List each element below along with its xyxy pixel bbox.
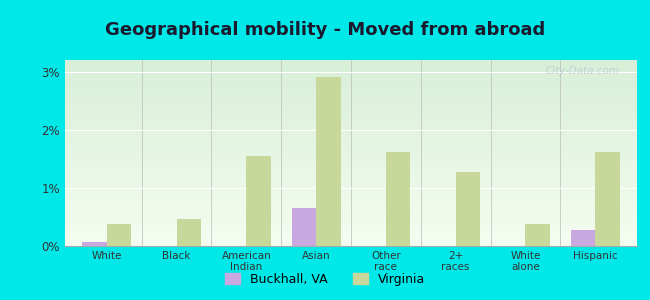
Bar (571, 230, 595, 246)
Bar (177, 219, 201, 246)
Bar (595, 152, 619, 246)
Bar (107, 224, 131, 246)
Text: City-Data.com: City-Data.com (546, 66, 620, 76)
Bar (525, 224, 550, 246)
Text: Geographical mobility - Moved from abroad: Geographical mobility - Moved from abroa… (105, 21, 545, 39)
Legend: Buckhall, VA, Virginia: Buckhall, VA, Virginia (220, 268, 430, 291)
Bar (316, 77, 341, 246)
Bar (292, 208, 316, 246)
Bar (246, 156, 271, 246)
Bar (83, 242, 107, 246)
Bar (386, 152, 410, 246)
Bar (456, 172, 480, 246)
